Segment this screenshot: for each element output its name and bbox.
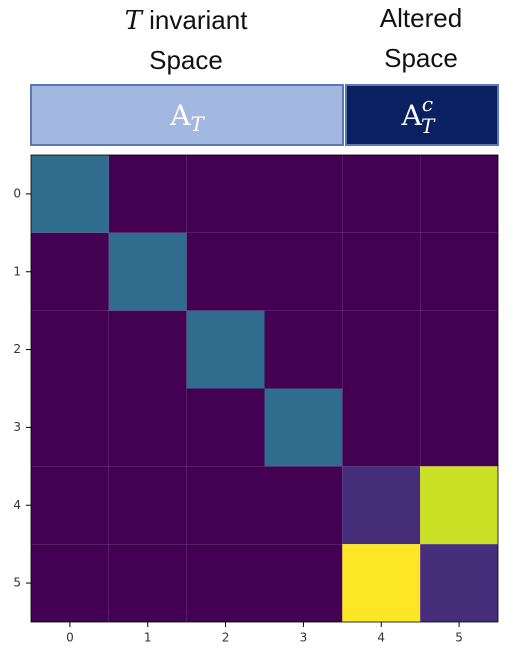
- left-title-text: invariant: [149, 5, 248, 35]
- heatmap-cell: [342, 388, 421, 467]
- right-box: [345, 84, 499, 146]
- plot-frame: [30, 154, 499, 623]
- heatmap-cell: [420, 388, 498, 467]
- y-tick-label: 0: [13, 186, 21, 200]
- x-tick-label: 4: [377, 631, 385, 645]
- y-tick-label: 4: [13, 498, 21, 512]
- heatmap-cell: [342, 155, 421, 233]
- box-base: A: [401, 99, 423, 132]
- left-title-var: T: [125, 6, 144, 36]
- heatmap-cell: [186, 232, 265, 311]
- right-box-label: Ac T: [401, 92, 436, 138]
- heatmap-cell: [264, 388, 343, 467]
- right-title-line: Space: [384, 43, 458, 73]
- heatmap-cell: [264, 232, 343, 311]
- heatmap-cell: [186, 310, 265, 389]
- heatmap-cell: [420, 310, 498, 389]
- heatmap-cell: [108, 466, 187, 545]
- heatmap-cell: [186, 155, 265, 233]
- heatmap-cell: [186, 544, 265, 622]
- right-title-line: Altered: [380, 3, 462, 33]
- heatmap-cell: [420, 155, 498, 233]
- heatmap-cell: [264, 466, 343, 545]
- heatmap-cell: [342, 466, 421, 545]
- box-base: A: [169, 99, 191, 132]
- heatmap-cell: [31, 310, 109, 389]
- heatmap-cell: [420, 466, 498, 545]
- heatmap-cell: [264, 310, 343, 389]
- left-title-line: Space: [149, 45, 223, 75]
- left-title-line: T invariant: [125, 5, 249, 36]
- heatmap-cell: [108, 310, 187, 389]
- x-tick-label: 1: [144, 631, 152, 645]
- heatmap-cell: [186, 466, 265, 545]
- heatmap-cell: [342, 232, 421, 311]
- box-sub: T: [421, 114, 436, 138]
- heatmap-cell: [31, 544, 109, 622]
- heatmap-cell: [342, 310, 421, 389]
- heatmap-cell: [31, 466, 109, 545]
- y-tick-label: 5: [13, 576, 21, 590]
- heatmap-cell: [108, 232, 187, 311]
- heatmap-cell: [31, 155, 109, 233]
- heatmap-cell: [264, 155, 343, 233]
- heatmap-cell: [108, 544, 187, 622]
- heatmap-cell: [31, 232, 109, 311]
- x-tick-label: 2: [222, 631, 230, 645]
- x-tick-label: 3: [300, 631, 308, 645]
- y-tick-label: 1: [13, 264, 21, 278]
- y-tick-label: 2: [13, 342, 21, 356]
- heatmap-cell: [108, 388, 187, 467]
- box-sub: T: [190, 112, 205, 136]
- heatmap-cell: [420, 232, 498, 311]
- left-box: [30, 84, 344, 146]
- box-sup: c: [422, 92, 433, 116]
- heatmap-cell: [108, 155, 187, 233]
- x-tick-label: 5: [455, 631, 463, 645]
- y-tick-label: 3: [13, 420, 21, 434]
- left-box-label: AT: [169, 99, 205, 136]
- heatmap-cell: [342, 544, 421, 622]
- heatmap-cell: [186, 388, 265, 467]
- heatmap-cell: [31, 388, 109, 467]
- x-tick-label: 0: [66, 631, 74, 645]
- heatmap-cell: [420, 544, 498, 622]
- heatmap-cell: [264, 544, 343, 622]
